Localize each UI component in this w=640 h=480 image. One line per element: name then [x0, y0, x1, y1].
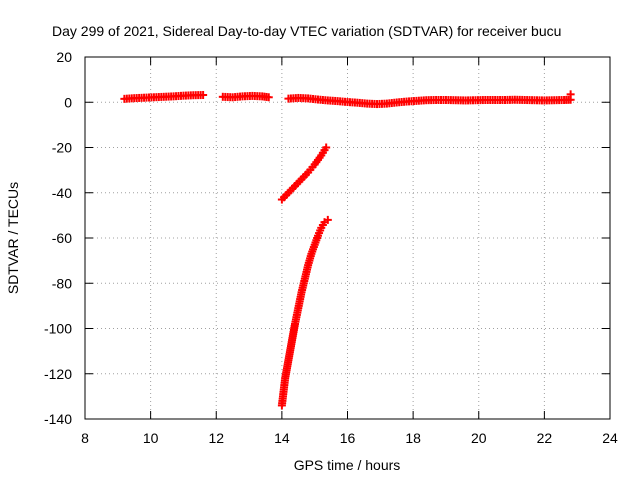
data-point [199, 91, 208, 100]
y-tick-label: -120 [44, 366, 72, 382]
y-tick-label: 20 [56, 49, 72, 65]
x-tick-label: 22 [537, 430, 553, 446]
data-point [323, 215, 332, 224]
x-axis-title: GPS time / hours [294, 457, 401, 473]
x-tick-labels: 8 10 12 14 16 18 20 22 24 [81, 430, 618, 446]
y-tick-label: -140 [44, 411, 72, 427]
data-point [322, 143, 331, 152]
x-tick-label: 10 [143, 430, 159, 446]
x-tick-label: 18 [405, 430, 421, 446]
x-tick-label: 12 [208, 430, 224, 446]
data-point [264, 93, 273, 102]
x-tick-label: 20 [471, 430, 487, 446]
axis-ticks [84, 56, 611, 420]
y-tick-label: -100 [44, 321, 72, 337]
y-axis-title: SDTVAR / TECUs [5, 182, 21, 294]
x-tick-label: 8 [81, 430, 89, 446]
x-tick-label: 24 [602, 430, 618, 446]
data-points [120, 90, 575, 410]
grid-lines [85, 57, 610, 419]
chart-title: Day 299 of 2021, Sidereal Day-to-day VTE… [52, 23, 561, 39]
data-point [566, 90, 575, 99]
y-tick-label: -40 [52, 185, 72, 201]
y-tick-label: -80 [52, 275, 72, 291]
y-tick-labels: 20 0 -20 -40 -60 -80 -100 -120 -140 [44, 49, 72, 427]
y-tick-label: -60 [52, 230, 72, 246]
y-tick-label: -20 [52, 140, 72, 156]
x-tick-label: 16 [340, 430, 356, 446]
x-tick-label: 14 [274, 430, 290, 446]
y-tick-label: 0 [64, 94, 72, 110]
